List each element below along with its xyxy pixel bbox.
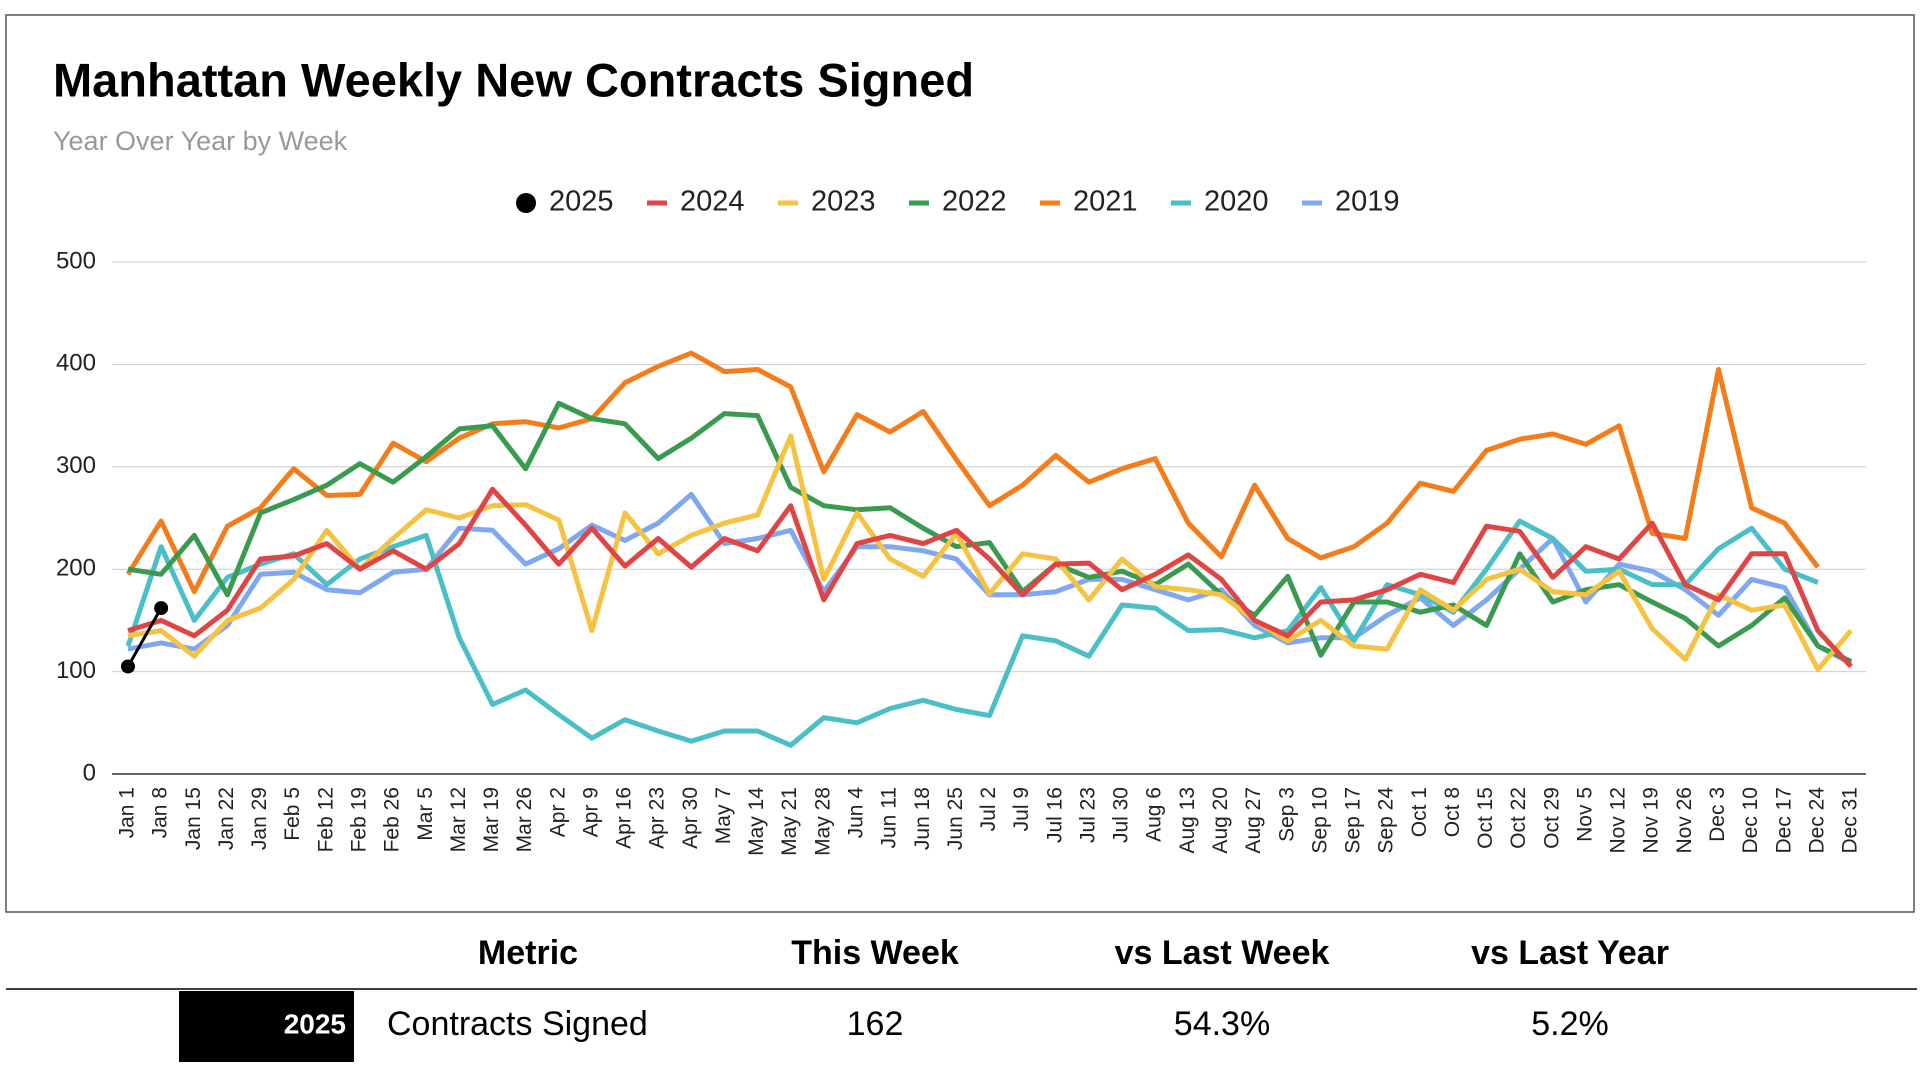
x-tick-label: Jun 18 (911, 787, 934, 850)
legend-marker (516, 193, 536, 213)
x-tick-label: Jan 8 (149, 787, 172, 838)
x-tick-label: Apr 2 (546, 787, 569, 837)
x-tick-label: Dec 10 (1739, 787, 1762, 854)
legend-label: 2019 (1335, 186, 1400, 218)
x-tick-label: Oct 8 (1441, 787, 1464, 837)
x-tick-label: Sep 17 (1342, 787, 1365, 854)
x-tick-label: Sep 3 (1275, 787, 1298, 842)
x-tick-label: May 14 (745, 787, 768, 856)
x-tick-label: Jun 25 (944, 787, 967, 850)
legend-label: 2021 (1073, 186, 1138, 218)
chart-title: Manhattan Weekly New Contracts Signed (53, 53, 974, 106)
x-tick-label: Aug 20 (1209, 787, 1232, 854)
x-tick-label: May 21 (778, 787, 801, 856)
x-tick-label: Jul 16 (1043, 787, 1066, 843)
table-header: vs Last Week (1115, 934, 1330, 972)
x-tick-label: Oct 22 (1507, 787, 1530, 849)
x-tick-label: Mar 19 (480, 787, 503, 852)
chart-subtitle: Year Over Year by Week (53, 126, 348, 156)
x-tick-label: Nov 12 (1607, 787, 1630, 854)
x-tick-label: Dec 17 (1772, 787, 1795, 854)
y-tick-label: 100 (56, 657, 96, 684)
x-tick-label: Jan 15 (182, 787, 205, 850)
y-tick-label: 200 (56, 555, 96, 582)
y-tick-label: 300 (56, 452, 96, 479)
x-tick-label: Sep 10 (1308, 787, 1331, 854)
y-tick-label: 0 (83, 759, 96, 786)
x-tick-label: Feb 12 (314, 787, 337, 852)
x-tick-label: Mar 26 (513, 787, 536, 852)
x-tick-label: Mar 12 (447, 787, 470, 852)
x-tick-label: Aug 27 (1242, 787, 1265, 854)
series-line (127, 433, 1853, 673)
x-tick-label: Jul 9 (1010, 787, 1033, 831)
x-tick-label: Aug 13 (1176, 787, 1199, 854)
year-label: 2025 (284, 1008, 346, 1039)
x-tick-label: Oct 29 (1540, 787, 1563, 849)
value-cell: 5.2% (1531, 1005, 1609, 1043)
x-tick-label: Oct 15 (1474, 787, 1497, 849)
year-cell (179, 991, 354, 1062)
x-tick-label: Jul 23 (1076, 787, 1099, 843)
x-tick-label: Jun 4 (845, 787, 868, 839)
x-tick-label: Apr 16 (613, 787, 636, 849)
y-tick-label: 500 (56, 247, 96, 274)
x-tick-label: Jul 30 (1110, 787, 1133, 843)
legend-label: 2022 (942, 186, 1007, 218)
table-header: vs Last Year (1471, 934, 1669, 972)
x-tick-label: Jul 2 (977, 787, 1000, 831)
legend-label: 2020 (1204, 186, 1269, 218)
x-tick-label: Aug 6 (1143, 787, 1166, 842)
series-line (125, 518, 1819, 748)
x-tick-label: Dec 24 (1805, 787, 1828, 854)
value-cell: 54.3% (1174, 1005, 1270, 1043)
x-tick-label: Apr 23 (646, 787, 669, 849)
series-line (125, 350, 1820, 595)
x-tick-label: May 28 (811, 787, 834, 856)
x-tick-label: Feb 19 (347, 787, 370, 852)
x-tick-label: Dec 31 (1839, 787, 1862, 854)
series-line (126, 607, 163, 668)
legend-label: 2024 (680, 186, 745, 218)
table-header: Metric (478, 934, 578, 972)
x-tick-label: Jan 22 (215, 787, 238, 850)
x-tick-label: Oct 1 (1408, 787, 1431, 837)
x-tick-label: Jan 29 (248, 787, 271, 850)
series-line (127, 486, 1853, 669)
x-tick-label: Mar 5 (414, 787, 437, 841)
x-tick-label: Nov 5 (1573, 787, 1596, 842)
x-tick-label: Nov 19 (1640, 787, 1663, 854)
x-tick-label: Feb 5 (281, 787, 304, 841)
legend-label: 2023 (811, 186, 876, 218)
series-point (154, 601, 169, 616)
series-point (121, 659, 135, 674)
x-tick-label: Apr 30 (679, 787, 702, 849)
x-tick-label: Dec 3 (1706, 787, 1729, 842)
x-tick-label: Sep 24 (1375, 787, 1398, 854)
x-tick-label: Apr 9 (579, 787, 602, 837)
y-tick-label: 400 (56, 350, 96, 377)
series-line (127, 400, 1853, 664)
table-header: This Week (791, 934, 959, 972)
x-tick-label: Feb 26 (381, 787, 404, 852)
legend-label: 2025 (549, 186, 614, 218)
x-tick-label: May 7 (712, 787, 735, 844)
x-tick-label: Jan 1 (116, 787, 139, 838)
x-tick-label: Jun 11 (878, 787, 901, 849)
metric-cell: Contracts Signed (387, 1005, 648, 1043)
x-tick-label: Nov 26 (1673, 787, 1696, 854)
plot: 0 100 200 300 400 500 Jan 1 Jan 8 Jan 15 Jan 22 Ja… (56, 186, 1866, 856)
value-cell: 162 (847, 1005, 904, 1043)
